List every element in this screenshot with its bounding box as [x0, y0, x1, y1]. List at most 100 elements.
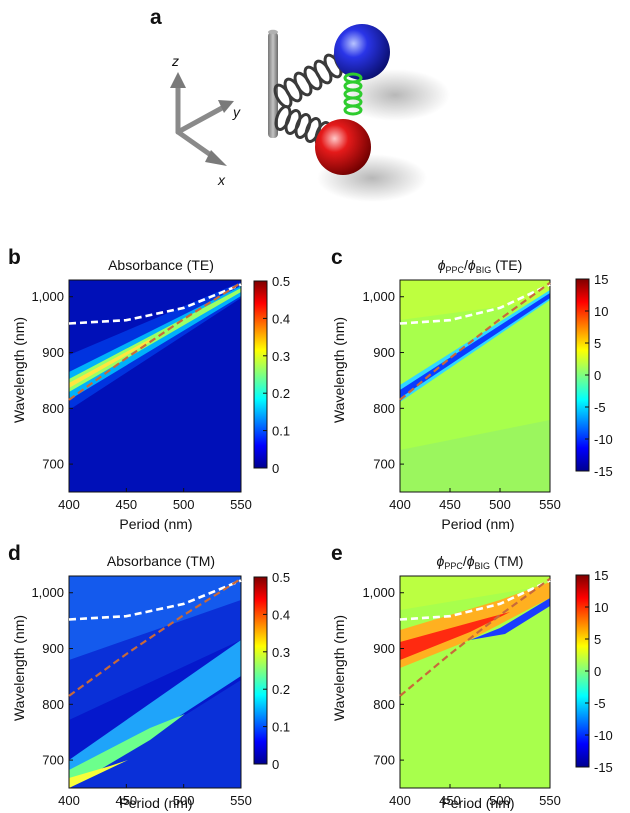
panel-letter-c: c: [331, 246, 343, 269]
heatmap-band-d-core: [69, 714, 185, 788]
spring-green: [343, 72, 363, 116]
x-tick-label: 550: [230, 497, 252, 512]
axis-label-y: y: [232, 104, 241, 120]
y-tick-label: 800: [373, 697, 395, 712]
colorbar-tick-label: 0.2: [272, 386, 290, 401]
x-ticks-c: 400 450 500 550: [389, 488, 561, 512]
curve-b-white-dashed: [68, 283, 242, 325]
colorbar-tick-label: 5: [594, 632, 601, 647]
x-tick-label: 400: [389, 793, 411, 808]
heatmap-band-b-core: [69, 288, 241, 392]
colorbar-tick-label: 0.5: [272, 570, 290, 585]
y-tick-label: 1,000: [362, 585, 395, 600]
curves-c: [399, 281, 551, 401]
colorbar-tick-label: 0.4: [272, 607, 290, 622]
curve-d-orange-dashed: [68, 577, 242, 697]
x-tick-label: 500: [489, 793, 511, 808]
curves-b: [68, 281, 242, 401]
colorbar-ticks-c: 15 10 5 0 -5 -10 -15: [585, 272, 613, 479]
x-tick-label: 550: [539, 497, 561, 512]
colorbar-ticks-d: 0.5 0.4 0.3 0.2 0.1 0: [263, 570, 290, 772]
x-tick-label: 550: [539, 793, 561, 808]
x-axis-label-b: Period (nm): [119, 516, 192, 532]
plot-frame-d: [68, 575, 242, 789]
chart-title-d: Absorbance (TM): [107, 553, 215, 569]
x-tick-label: 500: [173, 793, 195, 808]
x-tick-label: 450: [439, 497, 461, 512]
z-arrowhead-icon: [170, 72, 186, 88]
y-tick-label: 800: [42, 401, 64, 416]
y-ticks-e: 700 800 900 1,000: [362, 585, 404, 768]
heatmap-band-b-peak: [69, 339, 150, 388]
curve-b-orange-dashed: [68, 281, 242, 401]
y-tick-label: 1,000: [362, 289, 395, 304]
heatmap-upper-c: [400, 280, 550, 320]
colorbar-tick-label: -5: [594, 400, 606, 415]
x-ticks-b: 400 450 500 550: [58, 488, 252, 512]
plot-area-c: [400, 280, 550, 492]
panel-b: b Absorbance (TE) 400 450 500 550 700 800 900…: [8, 246, 290, 532]
y-ticks-d: 700 800 900 1,000: [31, 585, 73, 768]
curve-c-white-dashed: [399, 283, 551, 325]
panel-letter-a: a: [150, 6, 162, 29]
y-tick-label: 800: [373, 401, 395, 416]
colorbar-d: [253, 576, 268, 765]
panel-letter-b: b: [8, 246, 21, 269]
y-axis-label-c: Wavelength (nm): [331, 317, 347, 423]
y-tick-label: 700: [42, 753, 64, 768]
blue-sphere: [334, 24, 390, 80]
colorbar-tick-label: 0.4: [272, 311, 290, 326]
y-tick-label: 900: [373, 641, 395, 656]
coordinate-axes: [175, 83, 225, 161]
plot-frame-e: [399, 575, 551, 789]
x-tick-label: 450: [115, 793, 137, 808]
x-tick-label: 500: [173, 497, 195, 512]
y-ticks-c: 700 800 900 1,000: [362, 289, 404, 472]
x-axis-label-d: Period (nm): [119, 795, 192, 811]
panel-a: a z y x: [150, 6, 450, 202]
colorbar-b: [253, 280, 268, 469]
x-tick-label: 400: [389, 497, 411, 512]
colorbar-tick-label: 0.2: [272, 682, 290, 697]
x-arrowhead-icon: [205, 150, 227, 166]
curves-d: [68, 577, 242, 697]
colorbar-tick-label: 0.5: [272, 274, 290, 289]
plot-area-b: [69, 280, 241, 492]
heatmap-upper-d: [69, 576, 241, 660]
y-tick-label: 900: [42, 345, 64, 360]
x-tick-label: 400: [58, 497, 80, 512]
rod: [268, 32, 278, 138]
colorbar-tick-label: 0.1: [272, 424, 290, 439]
colorbar-tick-label: -5: [594, 696, 606, 711]
panel-letter-d: d: [8, 542, 21, 565]
y-tick-label: 1,000: [31, 289, 64, 304]
y-tick-label: 700: [42, 457, 64, 472]
colorbar-tick-label: 0.1: [272, 720, 290, 735]
curve-c-orange-dashed: [399, 281, 551, 401]
y-tick-label: 900: [373, 345, 395, 360]
colorbar-ticks-b: 0.5 0.4 0.3 0.2 0.1 0: [263, 274, 290, 476]
heatmap-band-d-peak: [69, 760, 128, 788]
y-tick-label: 700: [373, 753, 395, 768]
y-tick-label: 900: [42, 641, 64, 656]
panel-c: c ϕPPC/ϕBIG (TE) 400 450 500 550 700 800 900 1…: [331, 246, 613, 532]
y-tick-label: 700: [373, 457, 395, 472]
plot-frame-c: [399, 279, 551, 493]
colorbar-tick-label: 10: [594, 600, 608, 615]
colorbar-tick-label: 0: [594, 368, 601, 383]
heatmap-shade-c: [400, 420, 550, 492]
x-axis-label-e: Period (nm): [441, 795, 514, 811]
colorbar-tick-label: -10: [594, 432, 613, 447]
panel-letter-e: e: [331, 542, 343, 565]
chart-title-b: Absorbance (TE): [108, 257, 214, 273]
axis-label-z: z: [171, 53, 179, 69]
y-ticks-b: 700 800 900 1,000: [31, 289, 73, 472]
y-axis-label-e: Wavelength (nm): [331, 615, 347, 721]
x-tick-label: 400: [58, 793, 80, 808]
colorbar-tick-label: -15: [594, 464, 613, 479]
colorbar-tick-label: -10: [594, 728, 613, 743]
chart-title-c: ϕPPC/ϕBIG (TE): [438, 257, 523, 275]
red-sphere: [315, 119, 371, 175]
y-tick-label: 1,000: [31, 585, 64, 600]
colorbar-tick-label: 10: [594, 304, 608, 319]
